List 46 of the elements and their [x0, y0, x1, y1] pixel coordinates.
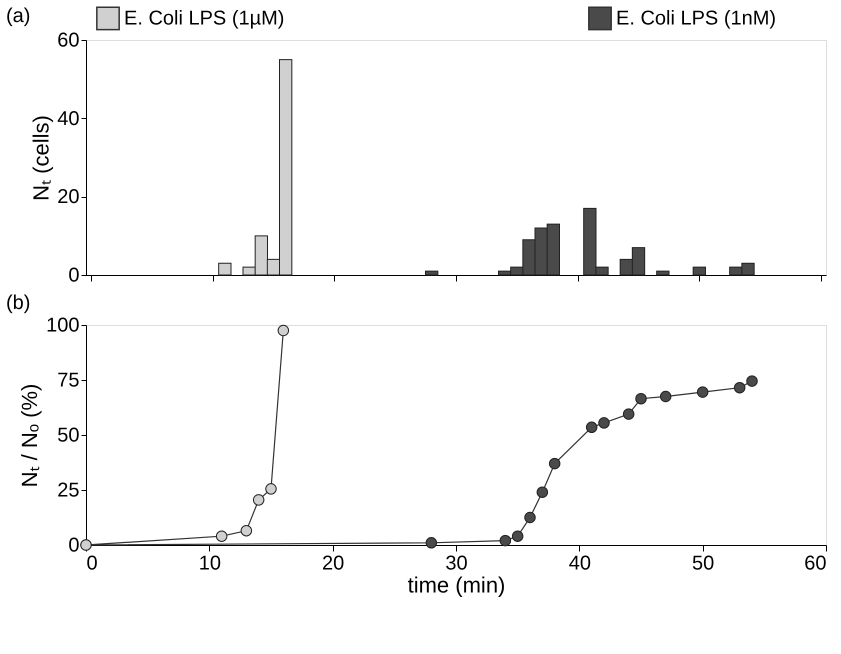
- point: [252, 494, 264, 506]
- y-tick-label: 100: [46, 314, 80, 336]
- point: [598, 417, 610, 429]
- x-tick-label: 60: [804, 552, 826, 574]
- point: [240, 524, 252, 536]
- point: [278, 324, 290, 336]
- x-tick-label: 40: [568, 552, 591, 574]
- point: [548, 458, 560, 470]
- y-tick-label: 50: [57, 424, 80, 446]
- y-tick-label: 0: [68, 534, 80, 556]
- x-tick-label: 0: [86, 552, 98, 574]
- point: [660, 390, 672, 402]
- y-tick-label: 20: [57, 186, 80, 208]
- y-axis-title: Nₜ (cells): [28, 115, 54, 201]
- x-tick-label: 20: [322, 552, 344, 574]
- legend-label: E. Coli LPS (1nM): [616, 7, 776, 30]
- point: [426, 537, 438, 549]
- point: [216, 530, 228, 542]
- bar: [692, 266, 706, 276]
- bar: [425, 270, 438, 276]
- bar: [218, 262, 232, 276]
- y-tick-label: 40: [57, 108, 80, 130]
- bar: [656, 270, 670, 276]
- x-tick-label: 10: [198, 552, 221, 574]
- y-tick-label: 0: [68, 264, 80, 286]
- point: [635, 392, 647, 404]
- y-axis-title: Nₜ / Nₒ (%): [17, 384, 42, 488]
- x-tick-label: 50: [692, 552, 714, 574]
- point: [500, 534, 512, 546]
- point: [536, 486, 548, 498]
- y-tick-label: 60: [57, 30, 80, 52]
- point: [512, 530, 524, 542]
- y-tick-label: 25: [57, 480, 80, 502]
- y-tick-label: 75: [57, 370, 80, 392]
- chart-title: (a): [6, 5, 30, 27]
- point: [622, 408, 634, 420]
- point: [265, 483, 277, 495]
- x-tick-label: 30: [445, 552, 468, 574]
- chart-title: (b): [6, 292, 30, 314]
- point: [524, 512, 536, 524]
- point: [746, 375, 758, 387]
- x-axis-title: time (min): [408, 572, 506, 598]
- point: [696, 386, 708, 398]
- point: [586, 422, 598, 434]
- point: [734, 382, 746, 394]
- legend-label: E. Coli LPS (1µM): [124, 7, 284, 30]
